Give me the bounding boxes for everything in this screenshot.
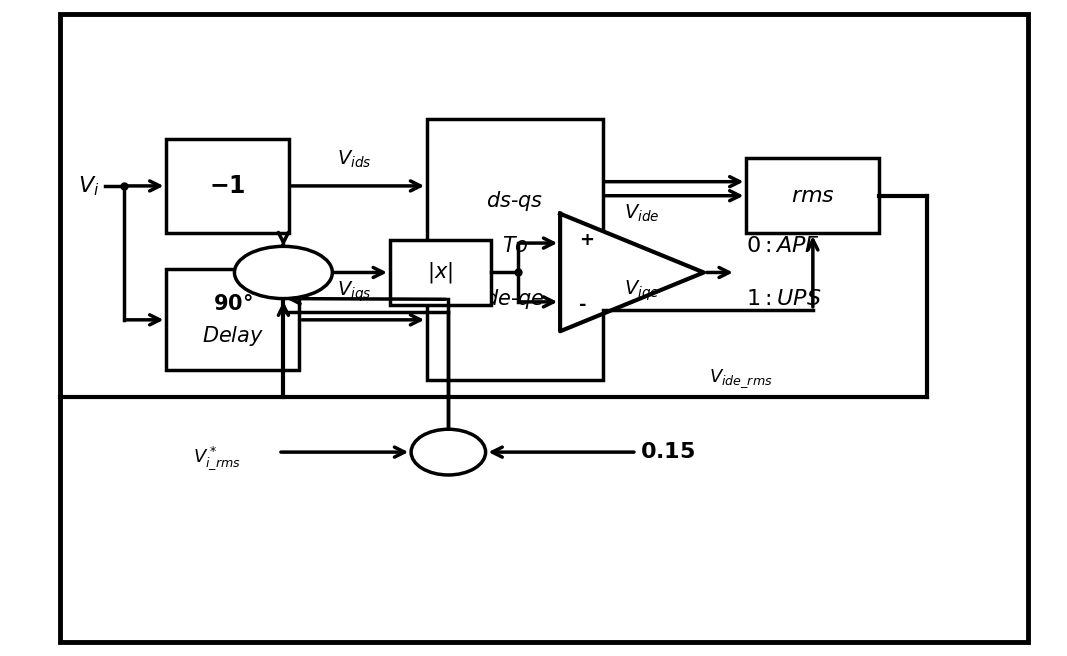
Text: $V_{iqe}$: $V_{iqe}$ bbox=[624, 279, 659, 303]
Bar bbox=[166, 138, 289, 234]
Polygon shape bbox=[560, 214, 704, 331]
Text: $V^*_{i\_rms}$: $V^*_{i\_rms}$ bbox=[193, 445, 241, 472]
Text: $V_{ide}$: $V_{ide}$ bbox=[624, 202, 659, 224]
Text: $\mathit{ds\text{-}qs}$: $\mathit{ds\text{-}qs}$ bbox=[487, 189, 543, 213]
Bar bbox=[166, 269, 300, 371]
Text: $\mathit{Delay}$: $\mathit{Delay}$ bbox=[202, 324, 264, 348]
Bar bbox=[427, 119, 603, 380]
Text: -: - bbox=[579, 296, 587, 314]
Text: $V_{ide\_rms}$: $V_{ide\_rms}$ bbox=[710, 367, 773, 390]
Text: -: - bbox=[280, 277, 287, 297]
Text: $0 : \mathit{APF}$: $0 : \mathit{APF}$ bbox=[746, 236, 821, 256]
Ellipse shape bbox=[235, 247, 332, 298]
Text: $|x|$: $|x|$ bbox=[428, 260, 453, 285]
Text: $\mathbf{90°}$: $\mathbf{90°}$ bbox=[213, 293, 253, 314]
Text: +: + bbox=[275, 249, 291, 268]
Text: $V_{iqs}$: $V_{iqs}$ bbox=[336, 279, 371, 304]
Text: $V_{ids}$: $V_{ids}$ bbox=[336, 148, 371, 170]
Text: $\mathbf{-1}$: $\mathbf{-1}$ bbox=[209, 174, 245, 198]
Bar bbox=[746, 158, 879, 234]
Text: $V_i$: $V_i$ bbox=[78, 174, 99, 197]
Circle shape bbox=[411, 429, 485, 475]
Text: +: + bbox=[579, 231, 594, 249]
Text: $\mathit{rms}$: $\mathit{rms}$ bbox=[791, 186, 834, 206]
Bar bbox=[389, 240, 491, 305]
Text: $1 : \mathit{UPS}$: $1 : \mathit{UPS}$ bbox=[746, 289, 822, 308]
Text: $\mathit{To}$: $\mathit{To}$ bbox=[501, 236, 528, 256]
Text: $\mathbf{0.15}$: $\mathbf{0.15}$ bbox=[640, 442, 696, 462]
Text: $\mathit{de\text{-}qe}$: $\mathit{de\text{-}qe}$ bbox=[484, 287, 545, 310]
